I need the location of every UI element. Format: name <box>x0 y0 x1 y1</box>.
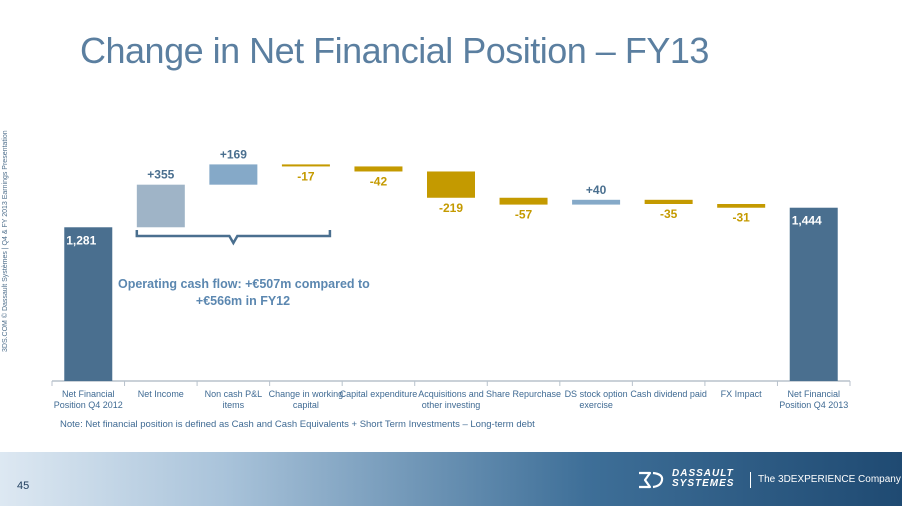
bar-2 <box>209 164 258 185</box>
data-label-5: -219 <box>439 201 463 215</box>
operating-cash-flow-bracket <box>135 230 332 246</box>
company-logo: DASSAULT SYSTEMES The 3DEXPERIENCE Compa… <box>636 468 901 492</box>
category-label-10: Net Financial <box>787 389 840 399</box>
operating-cash-flow-annotation: Operating cash flow: +€507m compared to … <box>118 276 370 310</box>
annotation-line-1: Operating cash flow: +€507m compared to <box>118 277 370 291</box>
category-label-0: Net Financial <box>62 389 115 399</box>
category-label-9: FX Impact <box>721 389 763 399</box>
category-label-2: Non cash P&L <box>205 389 263 399</box>
footer-bar: 45 DASSAULT SYSTEMES The 3DEXPERIENCE Co… <box>0 452 902 506</box>
bar-6 <box>499 197 548 205</box>
annotation-line-2: +€566m in FY12 <box>195 294 291 308</box>
category-label-7: DS stock option <box>565 389 628 399</box>
data-label-10: 1,444 <box>792 214 822 228</box>
bar-0 <box>64 227 113 381</box>
bar-8 <box>644 199 693 204</box>
data-label-9: -31 <box>733 211 751 225</box>
category-label-4: Capital expenditure <box>340 389 418 399</box>
category-label-10: Position Q4 2013 <box>779 400 848 410</box>
bar-5 <box>427 171 475 198</box>
category-label-7: exercise <box>579 400 613 410</box>
category-label-6: Share Repurchase <box>486 389 561 399</box>
category-label-1: Net Income <box>138 389 184 399</box>
data-label-7: +40 <box>586 183 607 197</box>
category-label-5: other investing <box>422 400 481 410</box>
category-label-3: capital <box>293 400 319 410</box>
data-label-4: -42 <box>370 174 388 188</box>
footnote: Note: Net financial position is defined … <box>60 419 535 430</box>
page-number: 45 <box>17 480 30 492</box>
data-label-2: +169 <box>220 147 247 161</box>
data-label-6: -57 <box>515 208 533 222</box>
data-label-3: -17 <box>297 169 315 183</box>
slide-title: Change in Net Financial Position – FY13 <box>80 30 709 71</box>
bar-1 <box>136 184 185 228</box>
category-label-2: items <box>223 400 245 410</box>
bar-4 <box>354 166 403 172</box>
category-label-3: Change in working <box>269 389 344 399</box>
category-label-5: Acquisitions and <box>418 389 484 399</box>
bar-3 <box>281 164 330 167</box>
data-label-0: 1,281 <box>66 233 96 247</box>
bar-7 <box>572 199 621 205</box>
category-label-8: Cash dividend paid <box>630 389 707 399</box>
bar-9 <box>717 204 766 208</box>
logo-divider <box>750 472 751 488</box>
data-label-8: -35 <box>660 207 678 221</box>
logo-tagline: The 3DEXPERIENCE Company <box>758 474 901 485</box>
category-label-0: Position Q4 2012 <box>54 400 123 410</box>
3ds-logo-icon <box>639 471 664 489</box>
bar-10 <box>789 207 838 381</box>
logo-company-name: DASSAULT SYSTEMES <box>672 468 735 489</box>
data-label-1: +355 <box>147 168 174 182</box>
